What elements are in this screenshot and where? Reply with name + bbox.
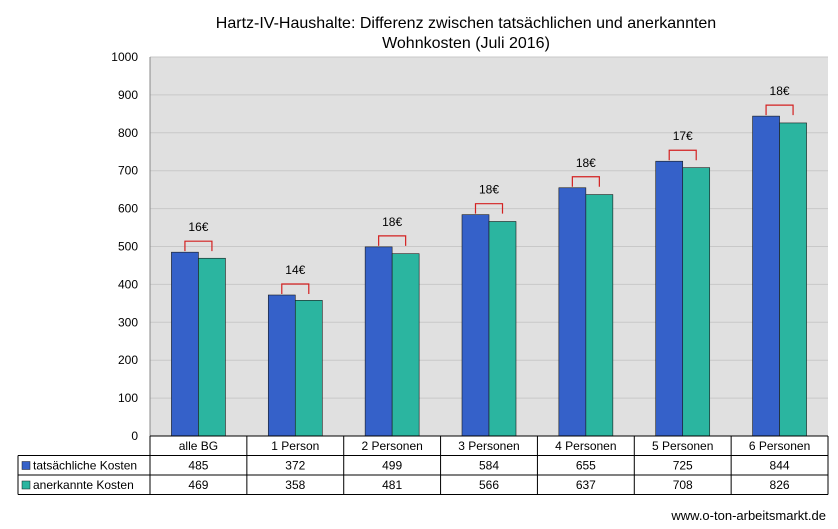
difference-bracket xyxy=(668,149,697,161)
table-cell-value: 725 xyxy=(673,459,693,473)
bar xyxy=(171,251,199,437)
data-table: alle BG 1 Person 2 Personen 3 Personen 4 Per… xyxy=(17,435,829,495)
bar xyxy=(294,300,323,437)
title-line: Wohnkosten (Juli 2016) xyxy=(382,35,550,52)
chart-title: Hartz-IV-Haushalte: Differenz zwischen t… xyxy=(216,15,716,52)
bar xyxy=(558,187,587,437)
difference-label: 17€ xyxy=(673,129,693,143)
legend-swatch xyxy=(21,461,31,470)
y-tick-label: 600 xyxy=(118,202,138,216)
y-tick-label: 700 xyxy=(118,164,138,178)
y-tick-label: 300 xyxy=(118,315,138,329)
table-cell-value: 655 xyxy=(576,459,596,473)
bar xyxy=(461,214,490,437)
y-tick-label: 200 xyxy=(118,353,138,367)
bar xyxy=(488,221,517,437)
table-cell-value: 485 xyxy=(188,459,208,473)
bar xyxy=(198,257,226,437)
bar xyxy=(655,160,684,437)
difference-bracket xyxy=(765,104,794,116)
y-tick-label: 400 xyxy=(118,277,138,291)
bar xyxy=(585,194,614,437)
table-cell-value: 584 xyxy=(479,459,499,473)
table-cell-value: 469 xyxy=(188,478,208,492)
x-category-label: alle BG xyxy=(179,439,218,453)
difference-label: 18€ xyxy=(479,183,499,197)
y-tick-label: 0 xyxy=(131,429,138,443)
y-tick-label: 800 xyxy=(118,126,138,140)
x-category-label: 2 Personen xyxy=(361,439,422,453)
table-cell-value: 844 xyxy=(770,459,790,473)
difference-label: 16€ xyxy=(188,220,208,234)
y-tick-label: 1000 xyxy=(111,50,138,64)
y-tick-label: 100 xyxy=(118,391,138,405)
title-line: Hartz-IV-Haushalte: Differenz zwischen t… xyxy=(216,15,716,32)
difference-bracket xyxy=(184,240,213,252)
legend-label: tatsächliche Kosten xyxy=(33,459,137,473)
difference-bracket xyxy=(474,203,504,214)
bar xyxy=(752,115,780,437)
legend-swatch xyxy=(21,480,31,490)
table-cell-value: 708 xyxy=(673,478,693,492)
difference-label: 14€ xyxy=(285,263,305,277)
difference-bracket xyxy=(378,235,407,246)
difference-label: 18€ xyxy=(576,156,596,170)
x-category-label: 3 Personen xyxy=(458,439,519,453)
y-tick-label: 500 xyxy=(118,240,138,254)
table-cell-value: 481 xyxy=(382,478,402,492)
y-axis: 0 100 200 300 400 500 600 700 800 900 1000 xyxy=(111,50,151,443)
source-credit: www.o-ton-arbeitsmarkt.de xyxy=(671,508,826,523)
x-category-label: 5 Personen xyxy=(652,439,713,453)
bar xyxy=(682,167,711,437)
table-cell-value: 358 xyxy=(285,478,305,492)
table-cell-value: 566 xyxy=(479,478,499,492)
legend-label: anerkannte Kosten xyxy=(33,478,134,492)
difference-bracket xyxy=(281,283,310,295)
x-category-label: 1 Person xyxy=(271,439,319,453)
bar xyxy=(779,122,807,437)
y-tick-label: 900 xyxy=(118,88,138,102)
table-cell-value: 826 xyxy=(770,478,790,492)
difference-bracket xyxy=(571,176,600,187)
difference-label: 18€ xyxy=(382,215,402,229)
table-cell-value: 637 xyxy=(576,478,596,492)
table-cell-value: 499 xyxy=(382,459,402,473)
difference-annotations: 16€ 14€ 18€ 18€ 18€ 17€ 18€ xyxy=(184,84,794,295)
difference-label: 18€ xyxy=(770,84,790,98)
bar xyxy=(391,253,420,437)
x-category-label: 4 Personen xyxy=(555,439,616,453)
bars xyxy=(171,115,807,437)
bar xyxy=(267,294,296,437)
table-cell-value: 372 xyxy=(285,459,305,473)
x-category-label: 6 Personen xyxy=(749,439,810,453)
bar xyxy=(364,246,393,437)
